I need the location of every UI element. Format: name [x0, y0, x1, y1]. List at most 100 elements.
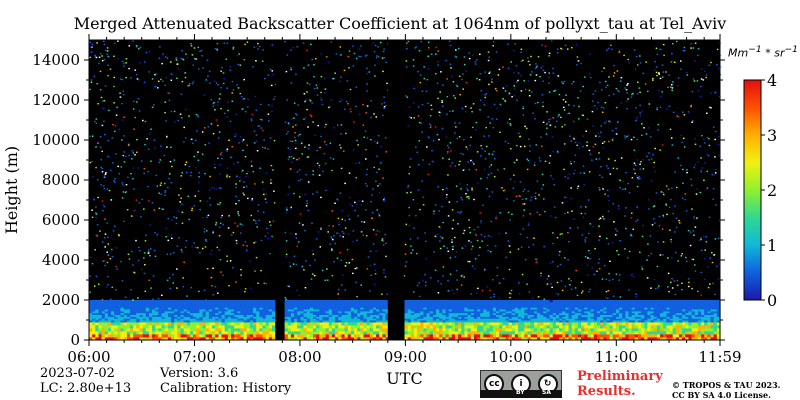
- heatmap-cell: [404, 301, 409, 304]
- noise-pixel: [164, 112, 166, 114]
- heatmap-cell: [89, 325, 93, 329]
- heatmap-cell: [555, 307, 560, 310]
- noise-pixel: [231, 100, 234, 102]
- heatmap-cell: [672, 337, 677, 341]
- noise-pixel: [176, 287, 178, 289]
- heatmap-cell: [417, 311, 421, 314]
- heatmap-cell: [533, 318, 538, 321]
- heatmap-cell: [379, 331, 384, 335]
- noise-pixel: [383, 199, 385, 201]
- noise-pixel: [510, 293, 512, 295]
- heatmap-cell: [647, 322, 652, 326]
- heatmap-cell: [697, 300, 702, 303]
- heatmap-cell: [262, 307, 267, 310]
- noise-pixel: [265, 172, 268, 174]
- heatmap-cell: [306, 322, 311, 326]
- noise-pixel: [563, 109, 566, 111]
- heatmap-cell: [199, 314, 204, 317]
- heatmap-cell: [511, 337, 516, 341]
- heatmap-cell: [272, 307, 276, 310]
- heatmap-cell: [710, 309, 715, 312]
- heatmap-cell: [164, 312, 169, 315]
- noise-pixel: [303, 269, 305, 271]
- noise-pixel: [247, 98, 249, 101]
- heatmap-cell: [679, 301, 683, 304]
- noise-pixel: [584, 256, 587, 258]
- heatmap-cell: [477, 303, 481, 306]
- heatmap-cell: [496, 334, 500, 338]
- heatmap-cell: [461, 320, 466, 323]
- heatmap-cell: [262, 309, 267, 312]
- heatmap-cell: [234, 328, 238, 332]
- heatmap-cell: [335, 314, 339, 317]
- heatmap-cell: [593, 322, 598, 326]
- heatmap-cell: [508, 303, 513, 306]
- heatmap-cell: [458, 311, 462, 314]
- heatmap-cell: [417, 314, 421, 317]
- noise-pixel: [428, 136, 430, 139]
- heatmap-cell: [461, 325, 466, 329]
- heatmap-cell: [202, 314, 207, 317]
- heatmap-cell: [290, 311, 295, 314]
- noise-pixel: [252, 170, 255, 173]
- heatmap-cell: [171, 322, 175, 326]
- noise-pixel: [671, 278, 673, 280]
- heatmap-cell: [407, 312, 412, 315]
- heatmap-cell: [303, 314, 308, 317]
- noise-pixel: [261, 146, 264, 148]
- heatmap-cell: [328, 316, 333, 319]
- heatmap-cell: [272, 334, 276, 338]
- noise-pixel: [193, 205, 195, 207]
- noise-pixel: [107, 243, 110, 245]
- noise-pixel: [516, 159, 518, 161]
- noise-pixel: [255, 134, 258, 136]
- noise-pixel: [94, 55, 97, 58]
- noise-pixel: [170, 146, 172, 148]
- heatmap-cell: [593, 301, 598, 304]
- heatmap-cell: [104, 316, 109, 319]
- heatmap-cell: [205, 334, 210, 338]
- heatmap-cell: [571, 334, 576, 338]
- heatmap-cell: [414, 318, 418, 321]
- heatmap-cell: [284, 300, 289, 303]
- noise-pixel: [312, 193, 314, 195]
- heatmap-cell: [675, 318, 680, 321]
- heatmap-cell: [672, 322, 677, 326]
- heatmap-cell: [615, 337, 620, 341]
- noise-pixel: [578, 141, 581, 144]
- noise-pixel: [542, 121, 545, 123]
- heatmap-cell: [224, 307, 229, 310]
- heatmap-cell: [480, 311, 484, 314]
- heatmap-cell: [597, 311, 601, 314]
- noise-pixel: [568, 278, 570, 280]
- heatmap-cell: [612, 309, 617, 312]
- noise-pixel: [183, 126, 185, 129]
- noise-pixel: [404, 243, 407, 246]
- heatmap-cell: [669, 322, 674, 326]
- noise-pixel: [173, 252, 175, 254]
- heatmap-cell: [578, 300, 582, 303]
- noise-pixel: [153, 249, 156, 252]
- heatmap-cell: [208, 300, 213, 303]
- heatmap-cell: [111, 311, 115, 314]
- heatmap-cell: [417, 301, 421, 304]
- heatmap-cell: [407, 328, 412, 332]
- noise-pixel: [164, 84, 167, 87]
- noise-pixel: [144, 143, 146, 146]
- noise-pixel: [121, 182, 123, 184]
- heatmap-cell: [565, 303, 570, 306]
- heatmap-cell: [631, 305, 636, 308]
- heatmap-cell: [436, 331, 440, 335]
- heatmap-cell: [445, 307, 450, 310]
- heatmap-cell: [445, 320, 450, 323]
- heatmap-cell: [363, 309, 368, 312]
- heatmap-cell: [483, 320, 488, 323]
- heatmap-cell: [679, 322, 683, 326]
- heatmap-cell: [505, 334, 510, 338]
- noise-pixel: [263, 188, 265, 191]
- heatmap-cell: [537, 328, 541, 332]
- heatmap-cell: [372, 311, 377, 314]
- noise-pixel: [236, 54, 239, 57]
- heatmap-cell: [496, 301, 500, 304]
- noise-pixel: [405, 223, 408, 226]
